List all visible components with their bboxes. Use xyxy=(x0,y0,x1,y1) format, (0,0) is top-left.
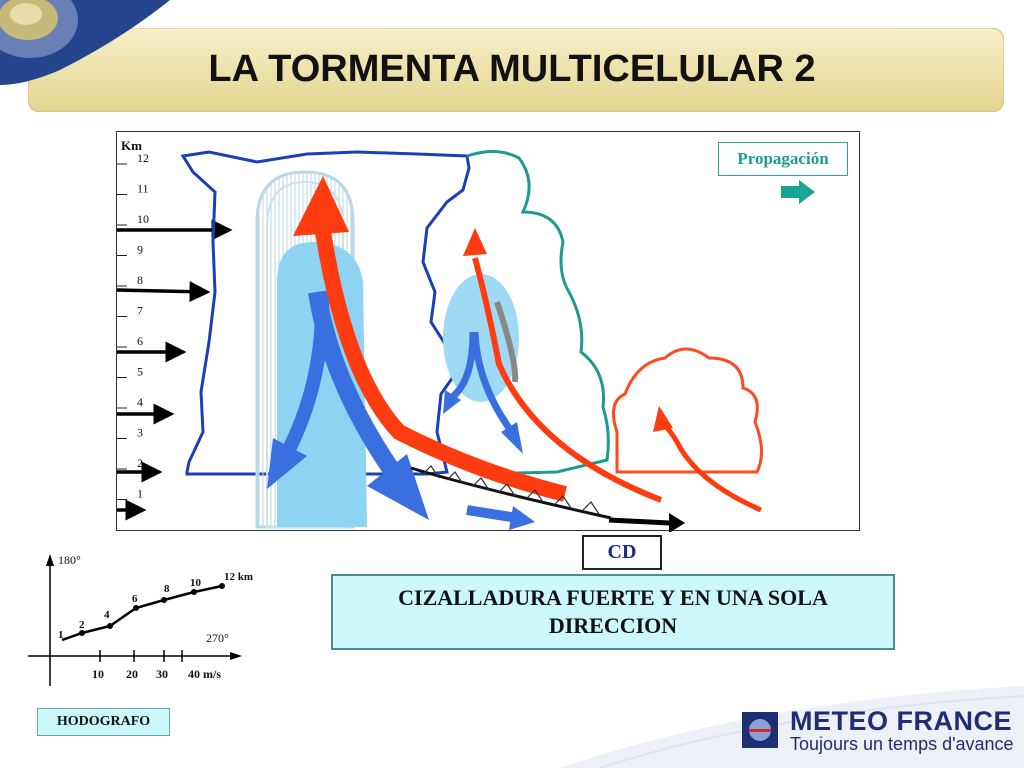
hodo-point-10: 10 xyxy=(190,577,202,589)
new-cell-outline xyxy=(611,347,763,474)
altitude-label-12: 12 xyxy=(137,151,149,165)
altitude-label-8: 8 xyxy=(137,273,143,287)
logo-tagline: Toujours un temps d'avance xyxy=(790,734,1014,754)
logo-brand: METEO FRANCE xyxy=(790,706,1012,736)
speed-tick-10: 10 xyxy=(92,667,104,681)
cd-label: CD xyxy=(582,535,662,570)
altitude-scale: 12 11 10 9 8 7 6 5 4 3 2 1 xyxy=(117,151,149,501)
hodo-point-12: 12 km xyxy=(224,571,253,583)
storm-diagram-frame: Km 12 11 10 9 8 7 6 5 4 3 2 1 xyxy=(116,131,860,533)
downdraft-arrows xyxy=(267,290,535,530)
speed-tick-20: 20 xyxy=(126,667,138,681)
speed-tick-30: 30 xyxy=(156,667,168,681)
gust-front xyxy=(410,465,685,533)
altitude-label-6: 6 xyxy=(137,334,143,348)
hodo-point-8: 8 xyxy=(164,583,170,595)
altitude-label-10: 10 xyxy=(137,212,149,226)
hodograph-180-label: 180° xyxy=(58,553,81,567)
meteo-france-logo-icon xyxy=(742,712,778,748)
hodo-point-2: 2 xyxy=(79,619,85,631)
footer-swoosh xyxy=(560,686,1024,768)
altitude-unit-label: Km xyxy=(121,138,142,153)
altitude-label-3: 3 xyxy=(137,426,143,440)
wind-profile-arrows xyxy=(116,219,233,521)
altitude-label-7: 7 xyxy=(137,304,143,318)
shear-caption: CIZALLADURA FUERTE Y EN UNA SOLA DIRECCI… xyxy=(331,574,895,650)
slide-title: LA TORMENTA MULTICELULAR 2 xyxy=(208,48,816,90)
hodo-point-4: 4 xyxy=(104,609,110,621)
hodograph-chart: 180° 270° 10 20 30 40 m/s 1 2 4 6 8 10 1… xyxy=(28,553,253,686)
storm-diagram: Km 12 11 10 9 8 7 6 5 4 3 2 1 xyxy=(116,138,815,533)
propagation-label: Propagación xyxy=(718,142,848,176)
hodograph-270-label: 270° xyxy=(206,631,229,645)
wind-arrow-8km xyxy=(116,281,211,303)
altitude-label-11: 11 xyxy=(137,182,149,196)
hodograph-label: HODOGRAFO xyxy=(37,708,170,736)
altitude-label-1: 1 xyxy=(137,487,143,501)
altitude-label-5: 5 xyxy=(137,365,143,379)
altitude-label-2: 2 xyxy=(137,456,143,470)
altitude-label-4: 4 xyxy=(137,395,143,409)
hodo-point-6: 6 xyxy=(132,593,138,605)
altitude-label-9: 9 xyxy=(137,243,143,257)
speed-tick-40: 40 m/s xyxy=(188,667,221,681)
updraft-arrows xyxy=(293,176,763,513)
propagation-arrow xyxy=(781,180,815,204)
hodo-point-1: 1 xyxy=(58,629,64,641)
old-cell-outline xyxy=(466,150,610,476)
globe-decoration xyxy=(0,0,170,85)
